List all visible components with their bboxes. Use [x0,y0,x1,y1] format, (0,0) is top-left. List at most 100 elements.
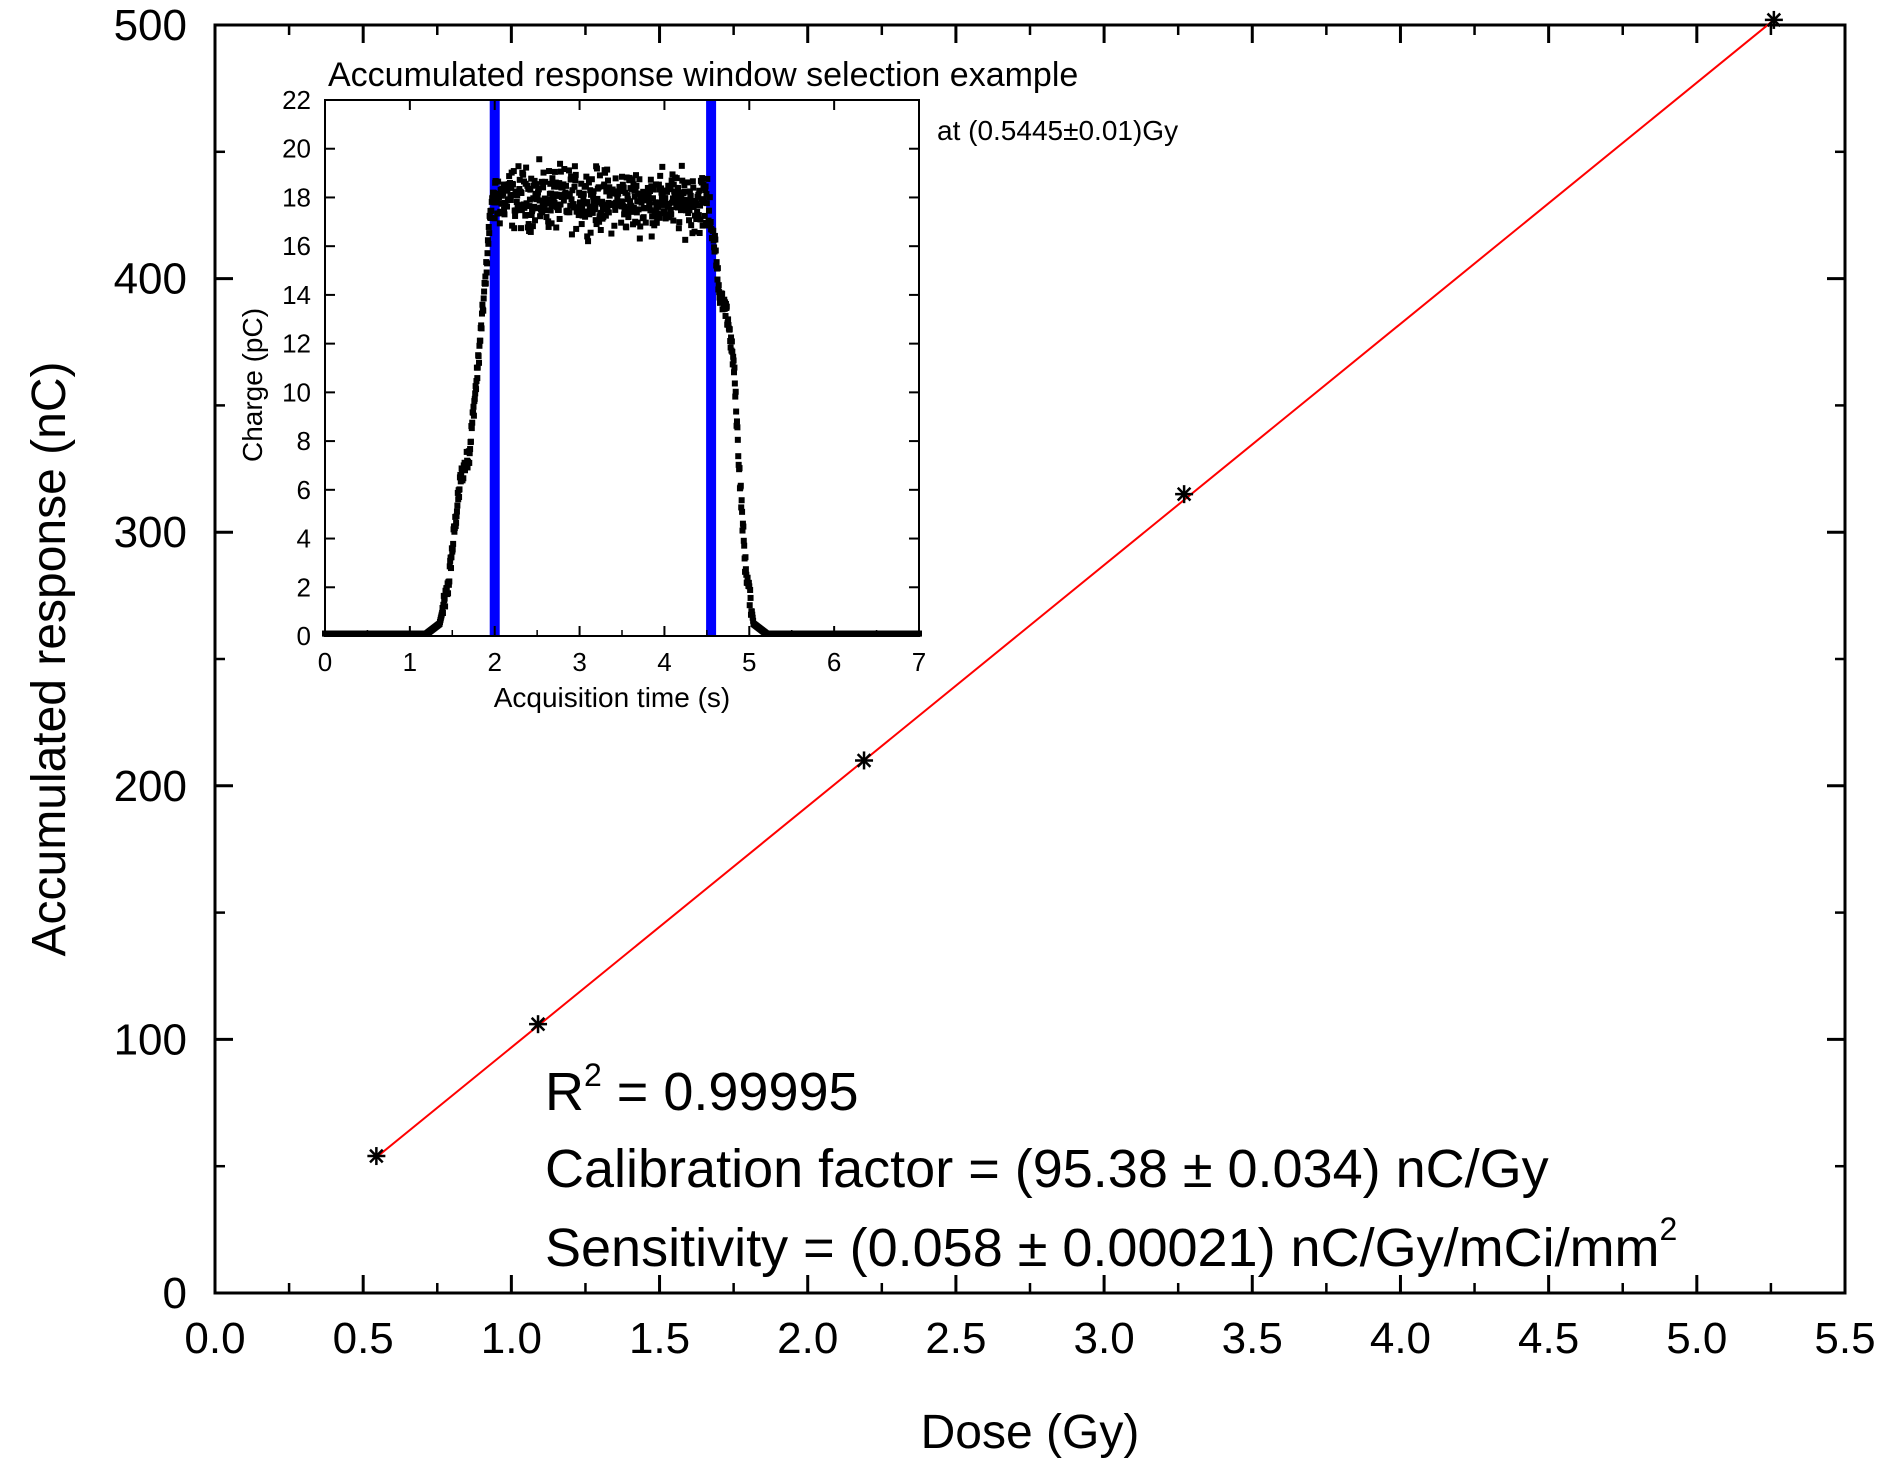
inset-data-point [658,185,665,192]
inset-data-point [690,184,697,191]
inset-data-point [568,231,575,238]
inset-data-point [678,162,685,169]
data-point [1764,10,1783,29]
inset-data-point [731,369,738,376]
main-y-ticks [215,23,1845,1295]
inset-data-point [451,528,458,535]
main-fit-layer [375,19,1775,1159]
inset-data-point [674,204,681,211]
inset-data-point [601,181,608,188]
inset-data-point [714,276,721,283]
inset-data-point [579,203,586,210]
inset-data-point [656,214,663,221]
inset-data-point [729,348,736,355]
inset-data-point [634,219,641,226]
inset-data-point [453,508,460,515]
inset-data-point [624,192,631,199]
inset-data-point [742,554,749,561]
inset-data-point [450,540,457,547]
inset-data-point [647,176,654,183]
inset-data-point [561,166,568,173]
inset-data-point [557,160,564,167]
inset-data-point [677,207,684,214]
inset-data-point [487,214,494,221]
window-start-marker [489,100,500,636]
inset-data-point [635,206,642,213]
inset-data-point [535,186,542,193]
inset-data-point [619,198,626,205]
inset-data-point [735,453,742,460]
inset-data-point [740,523,747,530]
inset-data-point [549,175,556,182]
inset-data-point [551,183,558,190]
inset-data-point [536,197,543,204]
inset-data-point [695,191,702,198]
main-y-tick-label: 0 [163,1269,187,1318]
inset-data-point [578,180,585,187]
inset-data-point [456,486,463,493]
inset-data-point [653,219,660,226]
inset-data-point [689,178,696,185]
inset-data-point [460,475,467,482]
main-x-tick-label: 5.0 [1666,1314,1727,1363]
inset-data-point [526,196,533,203]
inset-y-tick-label: 14 [282,280,311,310]
inset-data-point [557,201,564,208]
inset-data-point [686,207,693,214]
inset-y-tick-label: 6 [297,475,311,505]
inset-data-point [684,199,691,206]
inset-data-point [556,180,563,187]
inset-data-point [711,244,718,251]
inset-data-point [644,184,651,191]
inset-data-point [670,181,677,188]
inset-data-point [592,204,599,211]
inset-data-point [476,359,483,366]
inset-data-point [750,617,757,624]
inset-data-point [691,212,698,219]
inset-data-point [707,219,714,226]
inset-data-point [456,493,463,500]
inset-data-point [594,195,601,202]
main-points-layer [367,10,1783,1166]
inset-data-point [582,183,589,190]
main-y-tick-label: 300 [114,508,187,557]
inset-data-point [749,614,756,621]
r2-label: R [545,1062,584,1122]
inset-data-point [732,388,739,395]
inset-data-point [605,209,612,216]
inset-data-point [485,223,492,230]
inset-data-point [738,497,745,504]
inset-data-point [629,208,636,215]
inset-data-point [555,206,562,213]
inset-data-point [523,164,530,171]
inset-data-point [691,228,698,235]
inset-y-tick-label: 4 [297,524,311,554]
inset-data-point [584,199,591,206]
inset-data-point [693,216,700,223]
inset-data-point [471,395,478,402]
inset-data-point [533,196,540,203]
inset-data-point [527,228,534,235]
inset-data-point [504,187,511,194]
inset-y-tick-label: 18 [282,182,311,212]
inset-data-point [546,199,553,206]
inset-data-point [702,187,709,194]
inset-data-point [647,207,654,214]
inset-data-point [537,213,544,220]
inset-data-point [659,190,666,197]
inset-data-point [565,167,572,174]
inset-data-point [719,290,726,297]
inset-data-point [590,188,597,195]
inset-data-point [576,199,583,206]
main-x-tick-label: 3.5 [1222,1314,1283,1363]
inset-data-point [648,233,655,240]
inset-data-point [531,177,538,184]
inset-data-point [526,203,533,210]
inset-data-point [731,364,738,371]
inset-data-point [445,590,452,597]
inset-data-point [534,192,541,199]
inset-data-point [598,209,605,216]
inset-data-point [621,203,628,210]
inset-y-tick-label: 12 [282,329,311,359]
inset-data-point [746,583,753,590]
